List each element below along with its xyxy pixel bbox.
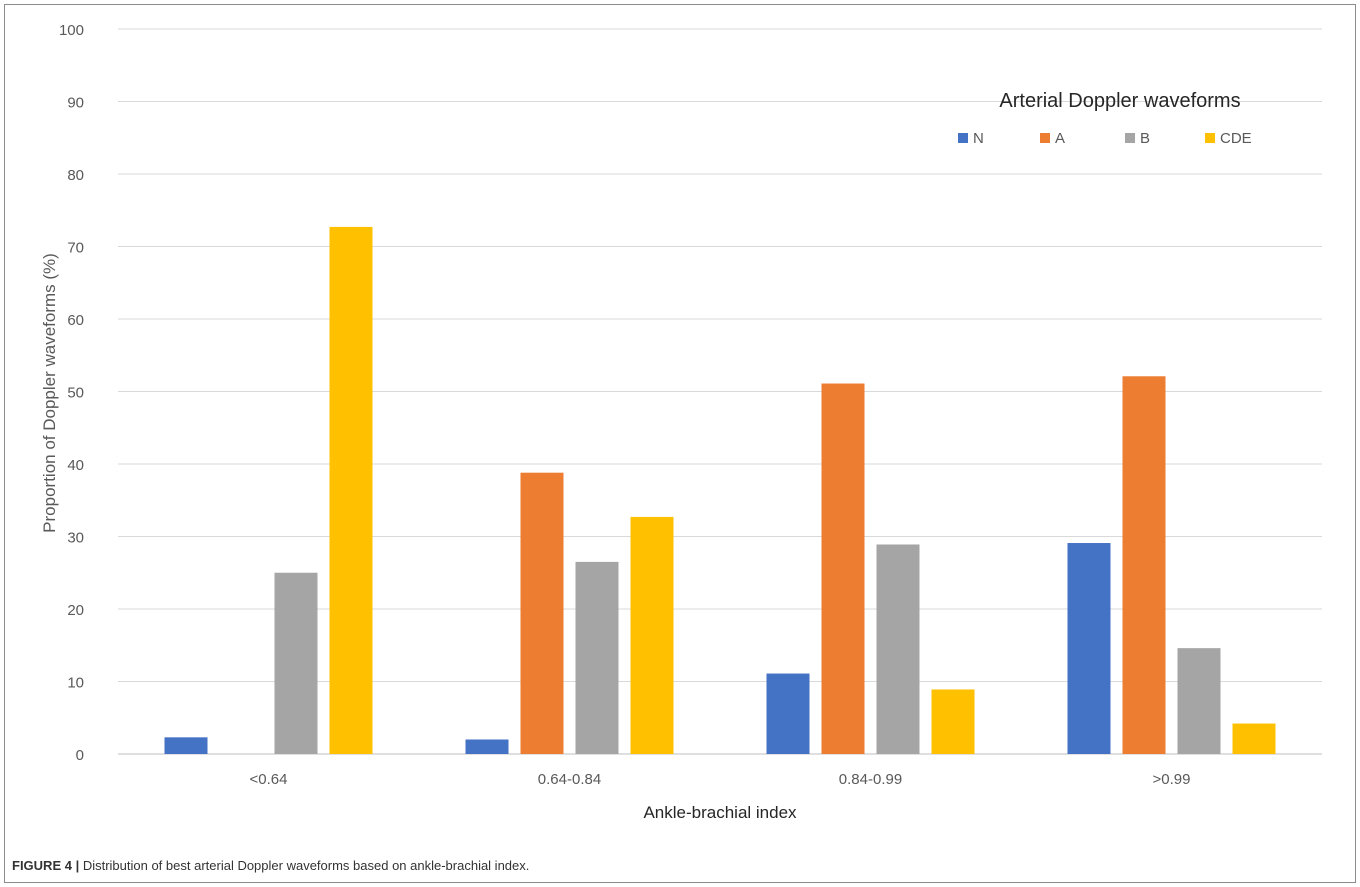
y-tick-label: 60 [67, 312, 84, 329]
y-tick-label: 10 [67, 675, 84, 692]
bar-cde [931, 689, 975, 754]
legend-swatch [958, 133, 968, 143]
y-tick-label: 40 [67, 457, 84, 474]
x-tick-labels: <0.64 0.64-0.84 0.84-0.99 >0.99 [250, 771, 1191, 788]
y-tick-label: 30 [67, 530, 84, 547]
legend-swatch [1205, 133, 1215, 143]
gridlines [118, 28, 1322, 755]
y-tick-label: 100 [59, 22, 84, 39]
x-axis-label: Ankle-brachial index [643, 803, 797, 822]
bar-b [575, 561, 619, 754]
x-tick-label: >0.99 [1153, 771, 1191, 788]
bar-cde [630, 516, 674, 754]
legend: N A B CDE [958, 130, 1252, 147]
bar-n [766, 673, 810, 754]
legend-swatch [1040, 133, 1050, 143]
x-tick-label: <0.64 [250, 771, 288, 788]
bar-n [164, 737, 208, 754]
bar-chart: 0 10 20 30 40 50 60 70 80 90 100 <0.64 0.64-0.84 0.8… [40, 22, 1322, 822]
y-tick-label: 20 [67, 602, 84, 619]
bar-b [876, 544, 920, 754]
figure-number: FIGURE 4 | [12, 858, 80, 873]
bar-n [1067, 543, 1111, 754]
bar-cde [329, 226, 373, 755]
legend-label: N [973, 130, 984, 147]
bar-a [520, 472, 564, 754]
bar-cde [1232, 723, 1276, 754]
bars [164, 226, 1276, 755]
y-tick-label: 90 [67, 95, 84, 112]
figure-frame [4, 4, 1356, 883]
y-tick-label: 70 [67, 240, 84, 257]
caption-text: Distribution of best arterial Doppler wa… [79, 858, 530, 873]
bar-b [274, 572, 318, 754]
bar-a [821, 383, 865, 754]
bar-b [1177, 648, 1221, 754]
x-tick-label: 0.64-0.84 [538, 771, 601, 788]
legend-label: A [1055, 130, 1065, 147]
figure-caption: FIGURE 4 | Distribution of best arterial… [12, 858, 529, 873]
y-tick-label: 50 [67, 385, 84, 402]
legend-label: CDE [1220, 130, 1252, 147]
x-tick-label: 0.84-0.99 [839, 771, 902, 788]
y-tick-label: 80 [67, 167, 84, 184]
y-axis-label: Proportion of Doppler waveforms (%) [40, 253, 59, 533]
y-tick-labels: 0 10 20 30 40 50 60 70 80 90 100 [59, 22, 84, 764]
chart-title: Arterial Doppler waveforms [999, 90, 1240, 112]
bar-n [465, 739, 509, 754]
y-tick-label: 0 [76, 747, 84, 764]
legend-label: B [1140, 130, 1150, 147]
bar-a [1122, 376, 1166, 754]
legend-swatch [1125, 133, 1135, 143]
